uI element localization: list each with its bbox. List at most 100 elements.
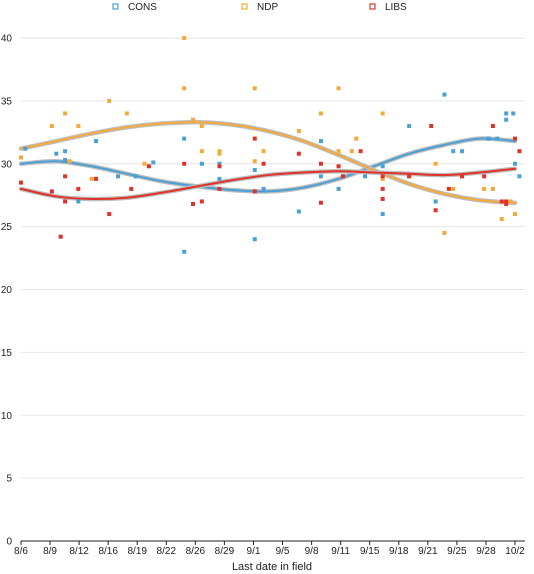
cons-point <box>460 149 465 154</box>
x-tick-label: 9/11 <box>331 546 350 557</box>
x-tick-label: 8/12 <box>69 546 89 557</box>
libs-point <box>217 164 222 169</box>
libs-point <box>380 196 385 201</box>
ndp-point <box>354 136 359 141</box>
cons-point <box>363 174 368 179</box>
y-tick-label: 0 <box>6 537 12 548</box>
y-tick-label: 35 <box>1 96 13 107</box>
cons-point <box>217 161 222 166</box>
data-points <box>19 36 522 254</box>
y-tick-label: 20 <box>1 285 13 296</box>
libs-point <box>318 200 323 205</box>
libs-point <box>49 189 54 194</box>
libs-point <box>199 199 204 204</box>
cons-point <box>133 174 138 179</box>
libs-point <box>504 199 509 204</box>
x-tick-label: 9/1 <box>247 546 261 557</box>
libs-point <box>490 124 495 129</box>
libs-legend-swatch <box>369 3 376 10</box>
libs-point <box>340 174 345 179</box>
x-tick-label: 9/15 <box>360 546 380 557</box>
ndp-point <box>433 161 438 166</box>
libs-point <box>146 164 151 169</box>
libs-point <box>318 161 323 166</box>
libs-point <box>517 149 522 154</box>
ndp-point <box>451 186 456 191</box>
ndp-legend-label: NDP <box>257 2 278 13</box>
cons-point <box>442 92 447 97</box>
cons-point <box>182 249 187 254</box>
libs-point <box>63 174 68 179</box>
libs-point <box>63 199 68 204</box>
ndp-point <box>336 149 341 154</box>
x-tick-label: 9/8 <box>305 546 319 557</box>
libs-point <box>129 186 134 191</box>
x-tick-label: 8/9 <box>43 546 57 557</box>
cons-point <box>116 174 121 179</box>
x-tick-label: 9/28 <box>476 546 496 557</box>
cons-point <box>63 149 68 154</box>
ndp-point <box>499 217 504 222</box>
ndp-point <box>217 151 222 156</box>
cons-point <box>318 174 323 179</box>
libs-point <box>252 189 257 194</box>
libs-point <box>217 186 222 191</box>
ndp-point <box>513 212 517 217</box>
cons-point <box>182 136 187 141</box>
cons-point <box>380 164 385 169</box>
ndp-point <box>49 124 54 129</box>
cons-point <box>252 168 257 173</box>
libs-point <box>19 180 23 185</box>
libs-point <box>460 174 465 179</box>
gridlines <box>21 37 525 542</box>
libs-legend-label: LIBS <box>385 2 407 13</box>
cons-trend-line <box>20 137 516 193</box>
cons-point <box>199 161 204 166</box>
y-tick-label: 30 <box>1 159 13 170</box>
ndp-point <box>89 176 94 181</box>
cons-point <box>511 111 516 116</box>
libs-point <box>504 201 509 206</box>
libs-point <box>407 174 412 179</box>
ndp-point <box>349 149 354 154</box>
ndp-point <box>191 117 196 122</box>
ndp-point <box>261 149 266 154</box>
cons-point <box>93 139 98 144</box>
cons-point <box>336 186 341 191</box>
ndp-point <box>252 159 257 164</box>
libs-point <box>182 161 187 166</box>
cons-point <box>486 136 491 141</box>
cons-point <box>261 186 266 191</box>
ndp-point <box>442 230 447 235</box>
y-axis-ticks: 0 5 10 15 20 25 30 35 40 <box>1 34 13 548</box>
ndp-point <box>19 155 23 160</box>
libs-point <box>252 136 257 141</box>
cons-point <box>495 136 500 141</box>
ndp-point <box>142 161 147 166</box>
ndp-point <box>199 124 204 129</box>
ndp-point <box>482 186 487 191</box>
x-tick-label: 8/22 <box>157 546 177 557</box>
x-tick-label: 8/6 <box>14 546 28 557</box>
cons-legend-label: CONS <box>128 2 157 13</box>
libs-point <box>499 199 504 204</box>
ndp-point <box>199 149 204 154</box>
x-tick-label: 9/21 <box>418 546 438 557</box>
ndp-point <box>63 111 68 116</box>
cons-point <box>407 124 412 129</box>
cons-point <box>252 237 257 242</box>
libs-trend-line <box>20 167 516 201</box>
x-tick-label: 9/5 <box>276 546 290 557</box>
libs-point <box>358 149 363 154</box>
libs-point <box>296 151 301 156</box>
y-tick-label: 25 <box>1 222 13 233</box>
ndp-point <box>380 176 385 181</box>
ndp-point <box>336 86 341 91</box>
ndp-point <box>67 159 72 164</box>
libs-point <box>429 124 434 129</box>
libs-point <box>58 234 63 239</box>
legend: CONS NDP LIBS <box>112 2 407 13</box>
x-tick-label: 8/29 <box>215 546 235 557</box>
